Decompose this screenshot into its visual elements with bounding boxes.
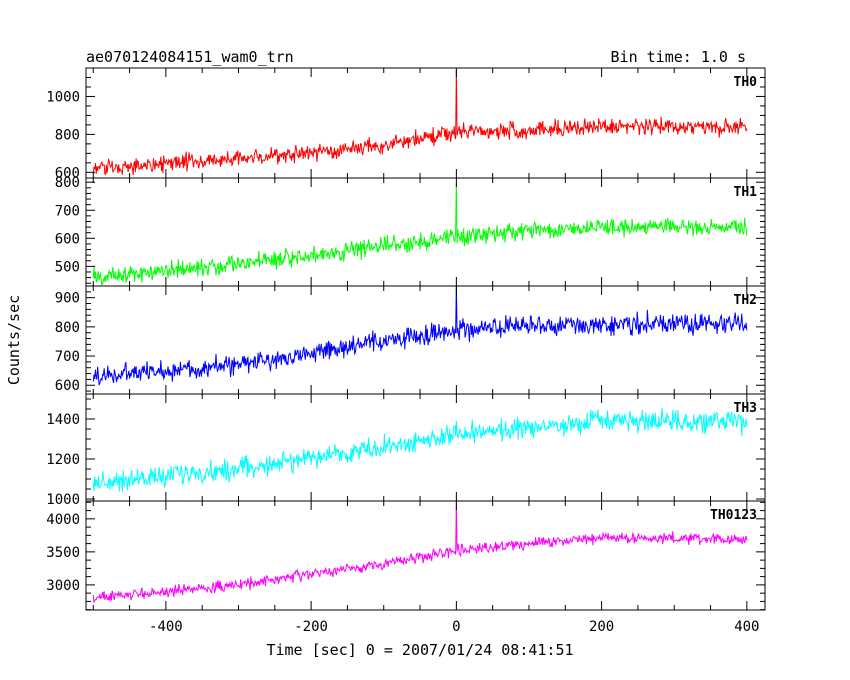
panel-label-th0: TH0 bbox=[734, 75, 758, 90]
panel-frame bbox=[85, 393, 766, 502]
y-tick-label: 500 bbox=[55, 259, 80, 275]
panel-label-th1: TH1 bbox=[734, 185, 758, 200]
panel-label-th3: TH3 bbox=[734, 401, 757, 416]
y-tick-label: 4000 bbox=[46, 512, 80, 528]
y-tick-label: 1000 bbox=[46, 89, 80, 105]
series-line-th2 bbox=[92, 286, 748, 386]
figure-title: ae070124084151_wam0_trn bbox=[86, 48, 294, 66]
y-tick-label: 3500 bbox=[46, 545, 80, 561]
panel-label-th0123: TH0123 bbox=[710, 508, 757, 523]
x-tick-label: -400 bbox=[149, 619, 183, 635]
y-tick-label: 800 bbox=[55, 175, 80, 191]
y-tick-label: 1000 bbox=[46, 492, 80, 508]
y-tick-label: 1400 bbox=[46, 412, 80, 428]
x-tick-label: 0 bbox=[452, 619, 460, 635]
x-tick-label: -200 bbox=[294, 619, 328, 635]
series-line-th3 bbox=[92, 407, 748, 493]
panels-group: 6008001000TH0500600700800TH1600700800900… bbox=[46, 67, 766, 611]
panel-frame bbox=[85, 285, 766, 395]
bin-time-label: Bin time: 1.0 s bbox=[611, 48, 746, 66]
panel-th0: 600 800 1000 TH0 bbox=[46, 67, 766, 181]
y-tick-label: 3000 bbox=[46, 578, 80, 594]
y-axis-label: Counts/sec bbox=[5, 295, 23, 385]
panel-th1: 500 600 700 800 TH1 bbox=[55, 175, 766, 287]
y-tick-label: 600 bbox=[55, 165, 80, 181]
y-tick-label: 700 bbox=[55, 203, 80, 219]
y-tick-label: 900 bbox=[55, 291, 80, 307]
x-tick-label: 400 bbox=[734, 619, 759, 635]
series-line-th0123 bbox=[92, 501, 748, 603]
panel-th2: 600 700 800 900 TH2 bbox=[55, 285, 766, 395]
y-tick-label: 600 bbox=[55, 231, 80, 247]
panel-label-th2: TH2 bbox=[734, 293, 757, 308]
y-tick-label: 800 bbox=[55, 320, 80, 336]
y-tick-label: 800 bbox=[55, 127, 80, 143]
y-tick-label: 1200 bbox=[46, 452, 80, 468]
y-tick-label: 700 bbox=[55, 349, 80, 365]
panel-frame bbox=[85, 500, 766, 611]
series-line-th0 bbox=[92, 69, 748, 176]
x-axis: -400 -200 0 200 400 bbox=[149, 619, 759, 635]
panel-th0123: 3000 3500 4000 TH0123 bbox=[46, 500, 766, 611]
panel-th3: 1000 1200 1400 TH3 bbox=[46, 393, 766, 508]
series-line-th1 bbox=[92, 182, 748, 286]
x-tick-label: 200 bbox=[589, 619, 614, 635]
y-tick-label: 600 bbox=[55, 378, 80, 394]
x-axis-label: Time [sec] 0 = 2007/01/24 08:41:51 bbox=[266, 641, 573, 659]
